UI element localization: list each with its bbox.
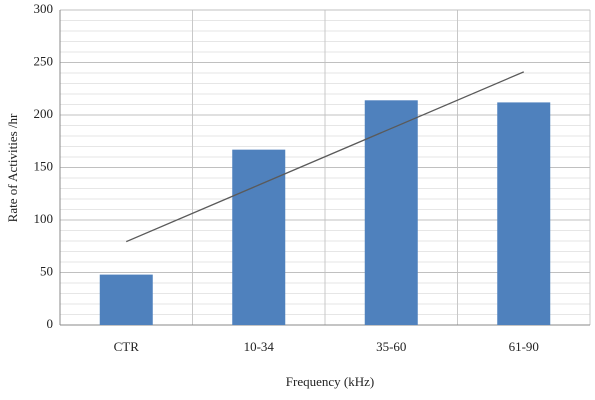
x-axis-label: Frequency (kHz) xyxy=(286,374,374,389)
bar xyxy=(99,274,153,325)
x-tick-label: 10-34 xyxy=(244,339,275,354)
y-tick-label: 300 xyxy=(34,1,54,16)
y-tick-label: 150 xyxy=(34,158,54,173)
x-tick-label: 61-90 xyxy=(509,339,539,354)
x-tick-label: 35-60 xyxy=(376,339,406,354)
bar xyxy=(232,149,286,325)
y-tick-label: 0 xyxy=(47,316,54,331)
y-tick-label: 200 xyxy=(34,106,54,121)
bar xyxy=(364,100,418,325)
bar xyxy=(497,102,551,326)
x-tick-label: CTR xyxy=(114,339,140,354)
y-tick-label: 100 xyxy=(34,211,54,226)
y-tick-label: 50 xyxy=(40,263,53,278)
y-axis-label: Rate of Activities /hr xyxy=(5,113,20,222)
trend-line xyxy=(125,71,525,243)
y-tick-label: 250 xyxy=(34,53,54,68)
